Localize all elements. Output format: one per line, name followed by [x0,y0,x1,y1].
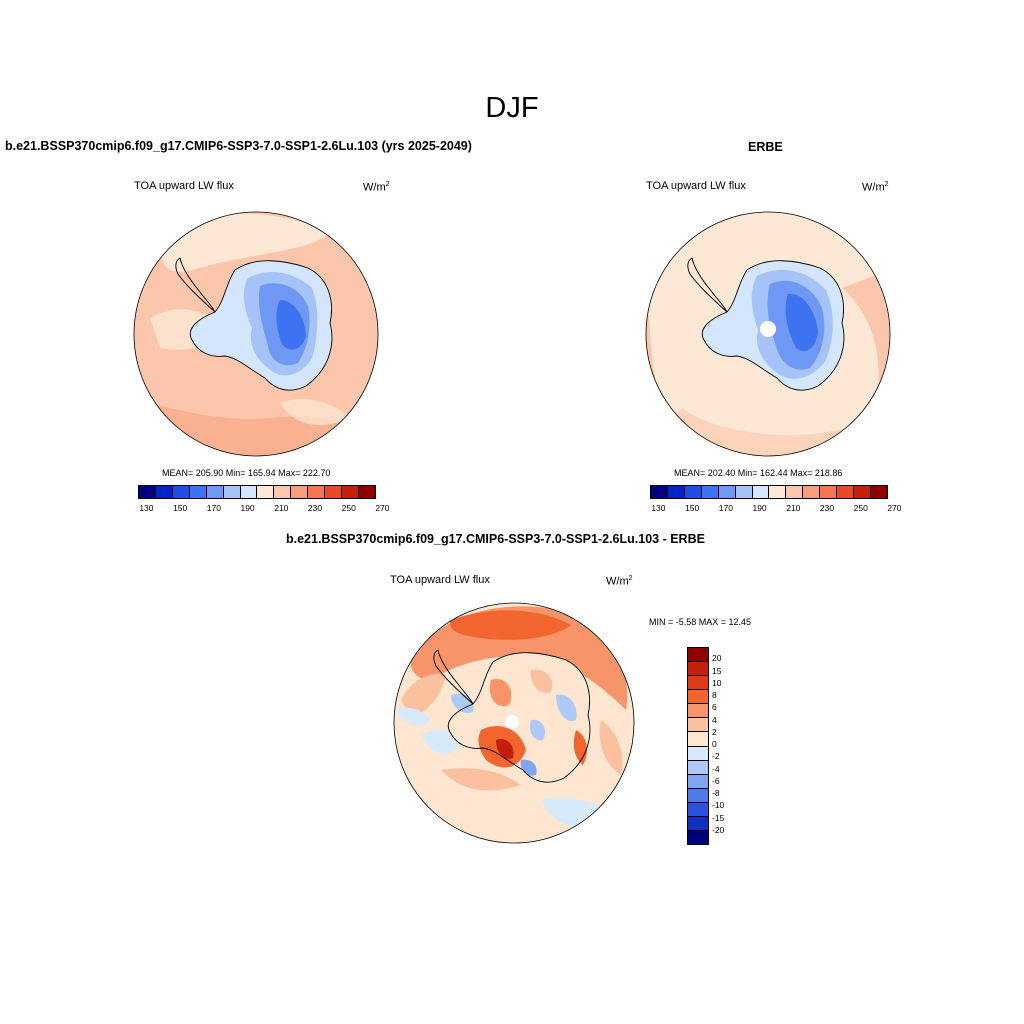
colorbar-swatch [223,486,241,498]
colorbar-swatch [139,486,156,498]
colorbar-tick-label: 230 [307,503,323,513]
colorbar-swatch [688,648,708,663]
colorbar-swatch [688,746,708,761]
colorbar-tick-label: 190 [240,503,255,513]
model-panel-title: b.e21.BSSP370cmip6.f09_g17.CMIP6-SSP3-7.… [5,139,472,153]
colorbar-tick-label: 250 [853,503,868,513]
colorbar-tick-label: -4 [712,763,720,774]
colorbar-tick-label: 250 [341,503,356,513]
colorbar-tick-label: 210 [274,503,289,513]
colorbar-tick-label: 4 [712,714,717,725]
colorbar-tick-label: 0 [712,739,717,749]
diff-colorbar [687,647,709,845]
colorbar-tick-label: -8 [712,788,720,798]
colorbar-tick-label: 170 [718,503,733,513]
colorbar-tick-label: -2 [712,751,720,762]
obs-variable-label: TOA upward LW flux [646,180,746,192]
colorbar-swatch [688,662,708,677]
colorbar-swatch [688,774,708,789]
model-colorbar [138,485,376,499]
colorbar-swatch [155,486,173,498]
colorbar-swatch [688,732,708,747]
colorbar-swatch [688,802,708,817]
colorbar-swatch [837,486,855,498]
colorbar-swatch [735,486,753,498]
colorbar-swatch [308,486,326,498]
obs-stats: MEAN= 202.40 Min= 162.44 Max= 218.86 [674,468,843,478]
colorbar-tick-label: -6 [712,775,720,786]
colorbar-swatch [769,486,787,498]
model-units-label: W/m2 [363,181,390,194]
colorbar-swatch [688,788,708,803]
colorbar-swatch [688,676,708,691]
colorbar-swatch [684,486,702,498]
colorbar-swatch [718,486,736,498]
colorbar-swatch [854,486,871,498]
colorbar-swatch [189,486,207,498]
colorbar-tick-label: 210 [786,503,801,513]
obs-panel-title: ERBE [748,140,783,154]
colorbar-swatch [257,486,275,498]
colorbar-swatch [820,486,838,498]
colorbar-tick-label: 6 [712,702,717,713]
colorbar-swatch [688,760,708,775]
colorbar-swatch [358,486,375,498]
colorbar-swatch [274,486,292,498]
colorbar-tick-label: 230 [819,503,835,513]
colorbar-tick-label: 270 [887,503,902,513]
colorbar-tick-label: 2 [712,726,717,737]
colorbar-swatch [325,486,343,498]
colorbar-swatch [786,486,804,498]
diff-panel-title: b.e21.BSSP370cmip6.f09_g17.CMIP6-SSP3-7.… [286,532,705,546]
diff-units-label: W/m2 [606,575,633,588]
colorbar-tick-label: -20 [712,824,725,835]
colorbar-swatch [701,486,719,498]
obs-polar-map [645,211,891,457]
obs-colorbar [650,485,888,499]
colorbar-tick-label: 130 [651,503,666,513]
colorbar-tick-label: 20 [712,653,722,664]
colorbar-swatch [688,718,708,733]
colorbar-swatch [172,486,190,498]
model-variable-label: TOA upward LW flux [134,180,234,192]
colorbar-swatch [870,486,887,498]
diff-variable-label: TOA upward LW flux [390,574,490,586]
colorbar-tick-label: 130 [139,503,154,513]
colorbar-swatch [342,486,359,498]
diff-minmax: MIN = -5.58 MAX = 12.45 [649,617,752,627]
colorbar-swatch [688,816,708,832]
colorbar-swatch [206,486,224,498]
colorbar-swatch [688,831,708,845]
colorbar-swatch [688,690,708,705]
colorbar-swatch [651,486,668,498]
colorbar-tick-label: 10 [712,677,722,688]
colorbar-tick-label: 15 [712,665,722,676]
model-polar-map [133,211,379,457]
colorbar-swatch [752,486,770,498]
colorbar-swatch [667,486,685,498]
colorbar-swatch [803,486,821,498]
colorbar-tick-label: 270 [375,503,390,513]
colorbar-tick-label: -10 [712,800,725,811]
colorbar-tick-label: 170 [206,503,221,513]
colorbar-tick-label: 8 [712,690,717,700]
model-stats: MEAN= 205.90 Min= 165.94 Max= 222.70 [162,468,331,478]
figure-title: DJF [485,92,539,124]
colorbar-tick-label: 190 [752,503,767,513]
colorbar-tick-label: 150 [685,503,700,513]
diff-polar-map [393,602,635,844]
obs-units-label: W/m2 [862,181,889,194]
colorbar-swatch [688,704,708,719]
colorbar-tick-label: 150 [173,503,188,513]
colorbar-swatch [240,486,258,498]
colorbar-tick-label: -15 [712,812,725,823]
colorbar-swatch [291,486,309,498]
